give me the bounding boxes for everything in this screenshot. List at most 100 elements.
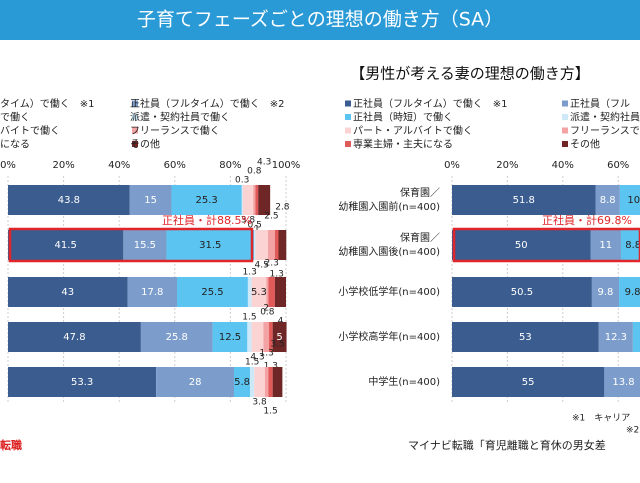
value-label: 1.5 xyxy=(263,407,277,417)
bar-segment xyxy=(269,322,273,352)
value-label: 43.8 xyxy=(58,195,80,206)
legend-swatch xyxy=(562,127,568,134)
x-tick-label: 80% xyxy=(219,160,241,171)
bar-segment xyxy=(452,230,591,260)
value-label: 2.8 xyxy=(275,203,290,213)
legend-label: パート・アルバイトで働く xyxy=(353,124,473,137)
legend-label: フリーランスで働く xyxy=(130,124,220,137)
value-label: 13.8 xyxy=(612,377,634,388)
bar-segment xyxy=(177,277,248,307)
value-label: 0.5 xyxy=(248,221,262,231)
value-label: 1 xyxy=(254,225,260,235)
note: ※2 xyxy=(626,426,639,436)
bar-segment xyxy=(452,367,605,397)
bar-segment xyxy=(268,367,273,397)
bar-segment xyxy=(127,277,178,307)
bar-segment xyxy=(598,322,633,352)
value-label: 15.5 xyxy=(134,240,156,251)
bar-segment xyxy=(255,185,259,215)
value-label: 2.3 xyxy=(265,259,279,269)
bar-segment xyxy=(8,277,128,307)
value-label: 5 xyxy=(276,332,282,343)
bar-segment xyxy=(255,230,268,260)
value-label: 1.5 xyxy=(242,313,256,323)
legend-label: で働く xyxy=(0,111,30,124)
x-tick-label: 60% xyxy=(164,160,186,171)
value-label: 50 xyxy=(515,240,528,251)
bar-segment xyxy=(8,322,141,352)
x-tick-label: 20% xyxy=(52,160,74,171)
value-label: 25.8 xyxy=(166,332,188,343)
bar-segment xyxy=(452,322,599,352)
bar-segment xyxy=(591,277,620,307)
value-label: 1.3 xyxy=(243,268,257,278)
legend-label: 派遣・契約社員 xyxy=(570,111,640,124)
bar-segment xyxy=(632,322,640,352)
x-tick-label: 40% xyxy=(552,160,574,171)
value-label: 53.3 xyxy=(71,377,93,388)
value-label: 2.5 xyxy=(264,212,278,222)
chart-title: 【男性が考える妻の理想の働き方】 xyxy=(350,65,590,83)
value-label: 12.3 xyxy=(605,332,627,343)
bar-segment xyxy=(268,277,275,307)
bar-segment xyxy=(452,277,592,307)
bar-segment xyxy=(212,322,248,352)
bar-segment xyxy=(251,277,267,307)
legend-swatch xyxy=(562,114,568,120)
value-label: 55 xyxy=(522,377,535,388)
bar-segment xyxy=(620,230,640,260)
value-label: 47.8 xyxy=(63,332,85,343)
value-label: 1.3 xyxy=(260,349,274,359)
value-label: 15 xyxy=(144,195,157,206)
value-label: 8.8 xyxy=(625,240,640,251)
legend-swatch xyxy=(132,141,138,147)
bar-segment xyxy=(251,322,264,352)
annotation: 正社員・計88.5% xyxy=(162,213,252,227)
bar-segment xyxy=(234,367,251,397)
note: ※1 キャリア xyxy=(572,414,630,424)
value-label: 12.5 xyxy=(219,332,241,343)
bar-segment xyxy=(266,277,269,307)
legend-swatch xyxy=(345,127,351,134)
bar-segment xyxy=(263,322,270,352)
value-label: 0.8 xyxy=(260,308,275,318)
value-label: 17.8 xyxy=(141,287,163,298)
value-label: 9.8 xyxy=(598,287,614,298)
value-label: 4.5 xyxy=(255,261,269,271)
value-label: 25.5 xyxy=(201,287,223,298)
highlight-box xyxy=(452,227,640,263)
bar-segment xyxy=(171,185,242,215)
annotation: 正社員・計69.8% xyxy=(542,213,632,227)
value-label: 41.5 xyxy=(55,240,77,251)
legend-label: バイトで働く xyxy=(0,124,60,137)
value-label: 5.8 xyxy=(234,377,250,388)
legend-label: 正社員（フルタイム）で働く ※2 xyxy=(130,97,285,110)
bar-segment xyxy=(595,185,620,215)
value-label: 5.3 xyxy=(251,287,267,298)
bar-segment xyxy=(8,230,124,260)
bar-segment xyxy=(278,230,287,260)
value-label: 3.8 xyxy=(252,398,267,408)
bar-segment xyxy=(8,367,157,397)
legend-label: 専業主婦・主夫になる xyxy=(353,138,453,151)
logo: 転職 xyxy=(0,438,22,452)
value-label: 51.8 xyxy=(513,195,535,206)
bar-segment xyxy=(272,322,287,352)
value-label: 31.5 xyxy=(199,240,221,251)
bar-segment xyxy=(619,185,640,215)
highlight-box xyxy=(8,227,254,263)
legend-swatch xyxy=(345,114,351,120)
bar-segment xyxy=(166,230,255,260)
bar-segment xyxy=(604,367,640,397)
y-tick-label: 保育園／幼稚園入園前(n=400) xyxy=(338,186,440,213)
legend-label: タイム）で働く ※1 xyxy=(0,97,95,110)
source: マイナビ転職「育児離職と育休の男女差 xyxy=(408,438,606,452)
bar-segment xyxy=(274,277,286,307)
legend-label: その他 xyxy=(130,138,160,151)
bar-segment xyxy=(254,367,265,397)
y-tick-label: 保育園／幼稚園入園後(n=400) xyxy=(338,231,440,258)
legend-swatch xyxy=(345,141,351,147)
value-label: 10 xyxy=(627,195,640,206)
bar-segment xyxy=(272,367,283,397)
